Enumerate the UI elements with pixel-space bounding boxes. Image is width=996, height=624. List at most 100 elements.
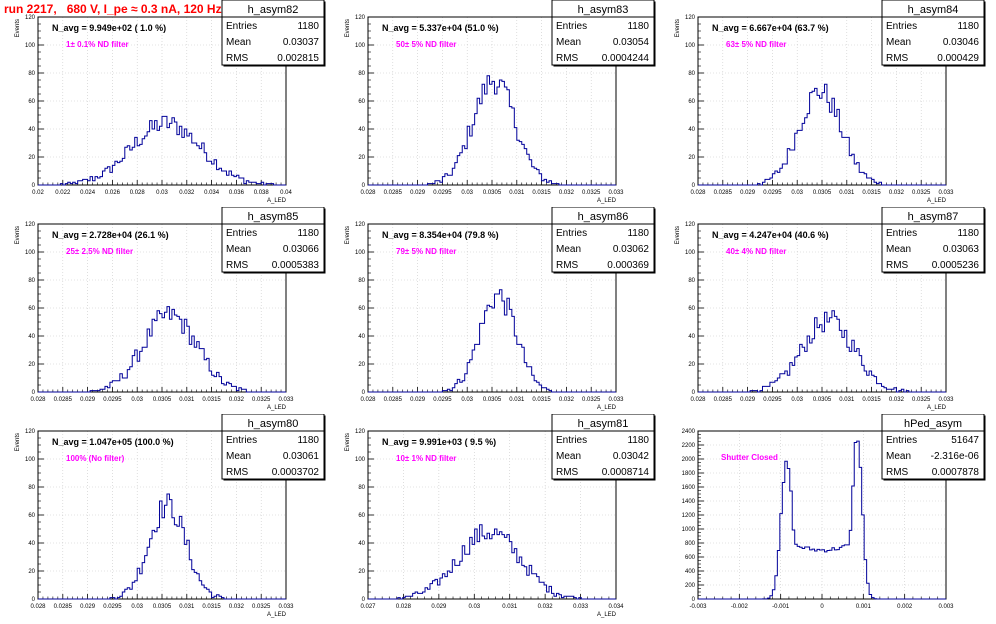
stats-entries-label: Entries bbox=[556, 228, 587, 239]
stats-box: h_asym81 Entries 1180 Mean 0.03042 RMS 0.00087… bbox=[551, 413, 656, 481]
histogram-line bbox=[368, 524, 616, 600]
x-tick-label: 0.031 bbox=[179, 397, 195, 403]
y-tick-label: 100 bbox=[685, 250, 696, 256]
y-tick-label: 800 bbox=[685, 541, 696, 547]
stats-rms-value: 0.002815 bbox=[277, 53, 319, 64]
stats-mean-value: 0.03061 bbox=[283, 451, 320, 462]
histogram-line bbox=[368, 289, 616, 393]
y-tick-label: 60 bbox=[28, 306, 35, 312]
x-tick-label: 0.0325 bbox=[912, 190, 931, 196]
stats-title: h_asym81 bbox=[578, 418, 629, 430]
x-tick-label: 0.033 bbox=[278, 397, 294, 403]
x-tick-label: 0.0295 bbox=[433, 397, 452, 403]
x-tick-label: 0.0315 bbox=[862, 397, 881, 403]
y-axis-label: Events bbox=[345, 226, 351, 244]
histogram-panel-hPed_asym: -0.003 -0.002 -0.001 0 0.001 0.002 0.003 0 200 40… bbox=[660, 413, 990, 619]
page-title: run 2217, 680 V, I_pe ≈ 0.3 nA, 120 Hz bbox=[4, 2, 222, 16]
x-tick-label: 0.03 bbox=[131, 604, 143, 610]
y-tick-label: 80 bbox=[688, 278, 695, 284]
x-tick-label: 0.033 bbox=[608, 397, 624, 403]
y-tick-label: 80 bbox=[358, 485, 365, 491]
x-tick-label: 0.0325 bbox=[252, 397, 271, 403]
x-tick-label: 0.0295 bbox=[103, 604, 122, 610]
x-tick-label: 0.03 bbox=[156, 190, 168, 196]
x-tick-label: 0.033 bbox=[573, 604, 589, 610]
stats-rms-label: RMS bbox=[886, 467, 909, 478]
stats-mean-label: Mean bbox=[556, 451, 581, 462]
y-tick-label: 120 bbox=[355, 222, 366, 228]
stats-title: h_asym86 bbox=[578, 211, 629, 223]
stats-entries-label: Entries bbox=[556, 435, 587, 446]
y-tick-label: 20 bbox=[28, 569, 35, 575]
histogram-panel-h_asym87: 0.028 0.0285 0.029 0.0295 0.03 0.0305 0.031 0.0… bbox=[660, 206, 990, 412]
x-tick-label: 0.0305 bbox=[813, 397, 832, 403]
x-tick-label: 0.0295 bbox=[103, 397, 122, 403]
x-tick-label: 0.0315 bbox=[532, 397, 551, 403]
stats-mean-label: Mean bbox=[886, 244, 911, 255]
histogram-svg: -0.003 -0.002 -0.001 0 0.001 0.002 0.003 0 200 40… bbox=[682, 413, 986, 610]
x-tick-label: 0.031 bbox=[509, 190, 525, 196]
x-tick-label: 0.003 bbox=[938, 604, 954, 610]
y-axis-label: Events bbox=[15, 19, 21, 37]
stats-title: h_asym82 bbox=[248, 4, 299, 16]
x-tick-label: 0.04 bbox=[280, 190, 292, 196]
x-tick-label: 0.033 bbox=[938, 397, 954, 403]
x-tick-label: 0.0325 bbox=[252, 604, 271, 610]
y-tick-label: 80 bbox=[28, 278, 35, 284]
y-tick-label: 2200 bbox=[682, 443, 696, 449]
x-tick-label: 0.028 bbox=[690, 397, 706, 403]
stats-entries-value: 1180 bbox=[297, 435, 319, 446]
x-tick-label: 0.024 bbox=[80, 190, 96, 196]
x-tick-label: 0.0305 bbox=[483, 397, 502, 403]
y-tick-label: 80 bbox=[358, 278, 365, 284]
n-avg-label: N_avg = 9.949e+02 ( 1.0 %) bbox=[52, 23, 166, 33]
x-tick-label: 0.0315 bbox=[532, 190, 551, 196]
stats-mean-value: 0.03037 bbox=[283, 37, 320, 48]
stats-rms-label: RMS bbox=[886, 53, 909, 64]
filter-label: 79± 5% ND filter bbox=[396, 247, 456, 256]
stats-title: h_asym87 bbox=[908, 211, 959, 223]
x-tick-label: 0.0325 bbox=[912, 397, 931, 403]
y-tick-label: 2000 bbox=[682, 457, 696, 463]
x-tick-label: 0.028 bbox=[690, 190, 706, 196]
x-tick-label: 0.03 bbox=[131, 397, 143, 403]
histogram-svg: 0.027 0.028 0.029 0.03 0.031 0.032 0.033 0.034 0… bbox=[345, 413, 656, 618]
stats-rms-label: RMS bbox=[226, 260, 249, 271]
stats-box: h_asym85 Entries 1180 Mean 0.03066 RMS 0.00053… bbox=[221, 206, 326, 274]
y-tick-label: 0 bbox=[692, 183, 696, 189]
y-axis-label: Events bbox=[675, 19, 681, 37]
x-tick-label: 0.022 bbox=[55, 190, 71, 196]
stats-entries-value: 1180 bbox=[627, 228, 649, 239]
y-tick-label: 20 bbox=[358, 155, 365, 161]
histogram-panel-h_asym84: 0.028 0.0285 0.029 0.0295 0.03 0.0305 0.031 0.0… bbox=[660, 0, 990, 205]
y-tick-label: 0 bbox=[362, 183, 366, 189]
x-tick-label: 0.03 bbox=[791, 397, 803, 403]
stats-box: h_asym86 Entries 1180 Mean 0.03062 RMS 0.00036… bbox=[551, 206, 656, 274]
y-tick-label: 80 bbox=[28, 485, 35, 491]
stats-rms-value: 0.0004244 bbox=[602, 53, 650, 64]
stats-entries-label: Entries bbox=[226, 435, 257, 446]
y-tick-label: 20 bbox=[28, 362, 35, 368]
y-tick-label: 0 bbox=[362, 597, 366, 603]
histogram-svg: 0.02 0.022 0.024 0.026 0.028 0.03 0.032 0.034 0.… bbox=[15, 0, 326, 204]
x-tick-label: 0.0295 bbox=[763, 190, 782, 196]
stats-mean-label: Mean bbox=[226, 37, 251, 48]
x-tick-label: 0.0315 bbox=[202, 397, 221, 403]
stats-mean-value: 0.03042 bbox=[613, 451, 650, 462]
x-tick-label: 0.032 bbox=[538, 604, 554, 610]
stats-entries-label: Entries bbox=[886, 228, 917, 239]
x-tick-label: 0.029 bbox=[410, 397, 426, 403]
x-tick-label: 0.029 bbox=[410, 190, 426, 196]
stats-title: hPed_asym bbox=[904, 418, 962, 430]
y-tick-label: 200 bbox=[685, 583, 696, 589]
x-tick-label: 0.001 bbox=[856, 604, 872, 610]
x-tick-label: 0.0325 bbox=[582, 190, 601, 196]
y-tick-label: 20 bbox=[358, 569, 365, 575]
y-tick-label: 120 bbox=[355, 429, 366, 435]
y-tick-label: 60 bbox=[28, 513, 35, 519]
stats-mean-value: 0.03066 bbox=[283, 244, 320, 255]
y-tick-label: 40 bbox=[358, 127, 365, 133]
y-tick-label: 100 bbox=[685, 43, 696, 49]
x-tick-label: 0.032 bbox=[229, 604, 245, 610]
x-tick-label: 0.028 bbox=[360, 190, 376, 196]
